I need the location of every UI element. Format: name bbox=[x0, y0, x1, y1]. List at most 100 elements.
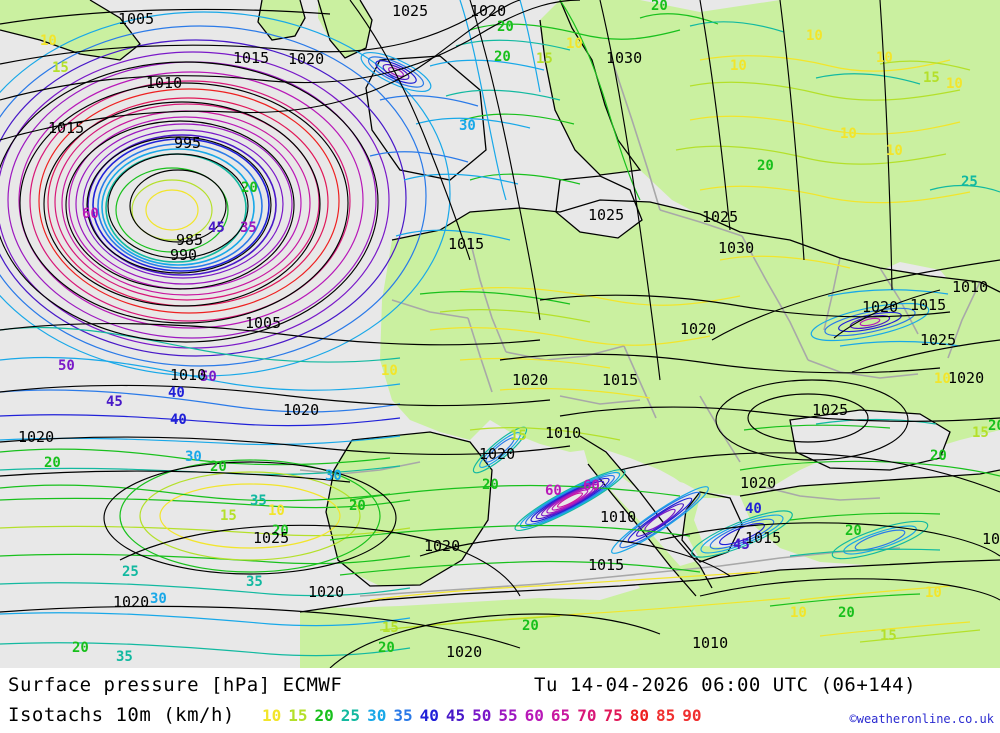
isotach-label: 20 bbox=[241, 180, 258, 196]
isobar-label: 1020 bbox=[740, 474, 776, 492]
isotach-label: 20 bbox=[845, 523, 862, 539]
legend-value-20: 20 bbox=[314, 706, 334, 725]
isotach-label: 10 bbox=[934, 371, 951, 387]
legend-value-90: 90 bbox=[682, 706, 702, 725]
isobar-label: 1020 bbox=[446, 643, 482, 661]
isobar-label: 990 bbox=[170, 246, 197, 264]
isobar-label: 1025 bbox=[588, 206, 624, 224]
isotach-label: 15 bbox=[510, 428, 527, 444]
isotach-label: 20 bbox=[838, 605, 855, 621]
isotach-label: 45 bbox=[733, 537, 750, 553]
isotach-label: 45 bbox=[208, 220, 225, 236]
isobar-label: 1020 bbox=[283, 401, 319, 419]
isotach-label: 30 bbox=[185, 449, 202, 465]
isotach-label: 10 bbox=[925, 585, 942, 601]
isotach-label: 35 bbox=[246, 574, 263, 590]
isotach-label: 10 bbox=[40, 33, 57, 49]
isobar-label: 1020 bbox=[18, 428, 54, 446]
isotach-label: 10 bbox=[946, 76, 963, 92]
isobar-label: 1015 bbox=[910, 296, 946, 314]
copyright-notice: ©weatheronline.co.uk bbox=[849, 712, 995, 726]
isotach-label: 60 bbox=[82, 206, 99, 222]
isotach-label: 20 bbox=[378, 640, 395, 656]
isobar-label: 1010 bbox=[600, 508, 636, 526]
isobar-label: 1030 bbox=[718, 239, 754, 257]
isotach-legend: 10 15 20 25 30 35 40 45 50 55 60 65 70 75 80 85 90 bbox=[262, 706, 709, 725]
isobar-label: 1020 bbox=[424, 537, 460, 555]
isotach-label: 20 bbox=[497, 19, 514, 35]
isotach-label: 40 bbox=[168, 385, 185, 401]
isotach-label: 20 bbox=[272, 523, 289, 539]
isobar-label: 1010 bbox=[545, 424, 581, 442]
isobar-label: 1025 bbox=[812, 401, 848, 419]
isobar-label: 1020 bbox=[512, 371, 548, 389]
isotach-label: 10 bbox=[840, 126, 857, 142]
isobar-label: 1020 bbox=[479, 445, 515, 463]
isobar-label: 1020 bbox=[288, 50, 324, 68]
isotach-label: 35 bbox=[116, 649, 133, 665]
isobar-label: 1025 bbox=[253, 529, 289, 547]
isotach-label: 30 bbox=[325, 468, 342, 484]
isobar-label: 1005 bbox=[245, 314, 281, 332]
isobar-label: 1020 bbox=[948, 369, 984, 387]
isotach-label: 35 bbox=[250, 493, 267, 509]
isobar-label: 1020 bbox=[470, 2, 506, 20]
isobar-label: 1010 bbox=[952, 278, 988, 296]
isobar-label: 995 bbox=[174, 134, 201, 152]
isotach-label: 10 bbox=[876, 50, 893, 66]
isotach-label: 20 bbox=[72, 640, 89, 656]
legend-value-50: 50 bbox=[472, 706, 492, 725]
isotach-label: 20 bbox=[651, 0, 668, 14]
isotach-label: 20 bbox=[522, 618, 539, 634]
isotach-label: 20 bbox=[988, 418, 1000, 434]
isotach-label: 25 bbox=[122, 564, 139, 580]
isotach-label: 20 bbox=[482, 477, 499, 493]
chart-subtitle: Isotachs 10m (km/h) bbox=[8, 704, 235, 726]
isotach-label: 40 bbox=[170, 412, 187, 428]
isotach-label: 50 bbox=[200, 369, 217, 385]
isobar-label: 1010 bbox=[170, 366, 206, 384]
isotach-label: 15 bbox=[923, 70, 940, 86]
isobar-label: 1015 bbox=[745, 529, 781, 547]
isobar-label: 1010 bbox=[692, 634, 728, 652]
isobar-label: 1015 bbox=[48, 119, 84, 137]
isobar-label: 1025 bbox=[392, 2, 428, 20]
isobar-label: 1015 bbox=[588, 556, 624, 574]
isobar-label: 1015 bbox=[233, 49, 269, 67]
legend-value-55: 55 bbox=[498, 706, 518, 725]
isobar-layer bbox=[0, 0, 1000, 668]
legend-value-10: 10 bbox=[262, 706, 282, 725]
legend-value-35: 35 bbox=[393, 706, 413, 725]
legend-value-40: 40 bbox=[419, 706, 439, 725]
isotach-label: 10 bbox=[381, 363, 398, 379]
legend-value-65: 65 bbox=[550, 706, 571, 725]
isobar-label: 1015 bbox=[602, 371, 638, 389]
isotach-label: 20 bbox=[930, 448, 947, 464]
isobar-label: 1005 bbox=[118, 10, 154, 28]
map-canvas[interactable]: 1015203015102020101010151020251510104520… bbox=[0, 0, 1000, 668]
isotach-label: 25 bbox=[961, 174, 978, 190]
isotach-label: 45 bbox=[106, 394, 123, 410]
isotach-label: 15 bbox=[52, 60, 69, 76]
legend-value-25: 25 bbox=[340, 706, 361, 725]
isobar-label: 1025 bbox=[920, 331, 956, 349]
isotach-label: 15 bbox=[880, 628, 897, 644]
isotach-label: 10 bbox=[730, 58, 747, 74]
isotach-label: 15 bbox=[382, 620, 399, 636]
isotach-label-group: 1015203015102020101010151020251510104520… bbox=[40, 0, 1000, 665]
isotach-label: 10 bbox=[790, 605, 807, 621]
isobar-label: 1020 bbox=[113, 593, 149, 611]
isotach-label: 10 bbox=[566, 36, 583, 52]
isotach-label: 60 bbox=[583, 478, 600, 494]
legend-value-85: 85 bbox=[655, 706, 676, 725]
isobar-label: 1020 bbox=[982, 530, 1000, 548]
isotach-label: 10 bbox=[886, 143, 903, 159]
legend-value-70: 70 bbox=[577, 706, 597, 725]
legend-value-15: 15 bbox=[288, 706, 308, 725]
legend-value-80: 80 bbox=[629, 706, 649, 725]
isotach-label: 20 bbox=[349, 498, 366, 514]
isotach-label: 30 bbox=[459, 118, 476, 134]
isotach-label: 15 bbox=[972, 425, 989, 441]
chart-title: Surface pressure [hPa] ECMWF bbox=[8, 674, 343, 696]
